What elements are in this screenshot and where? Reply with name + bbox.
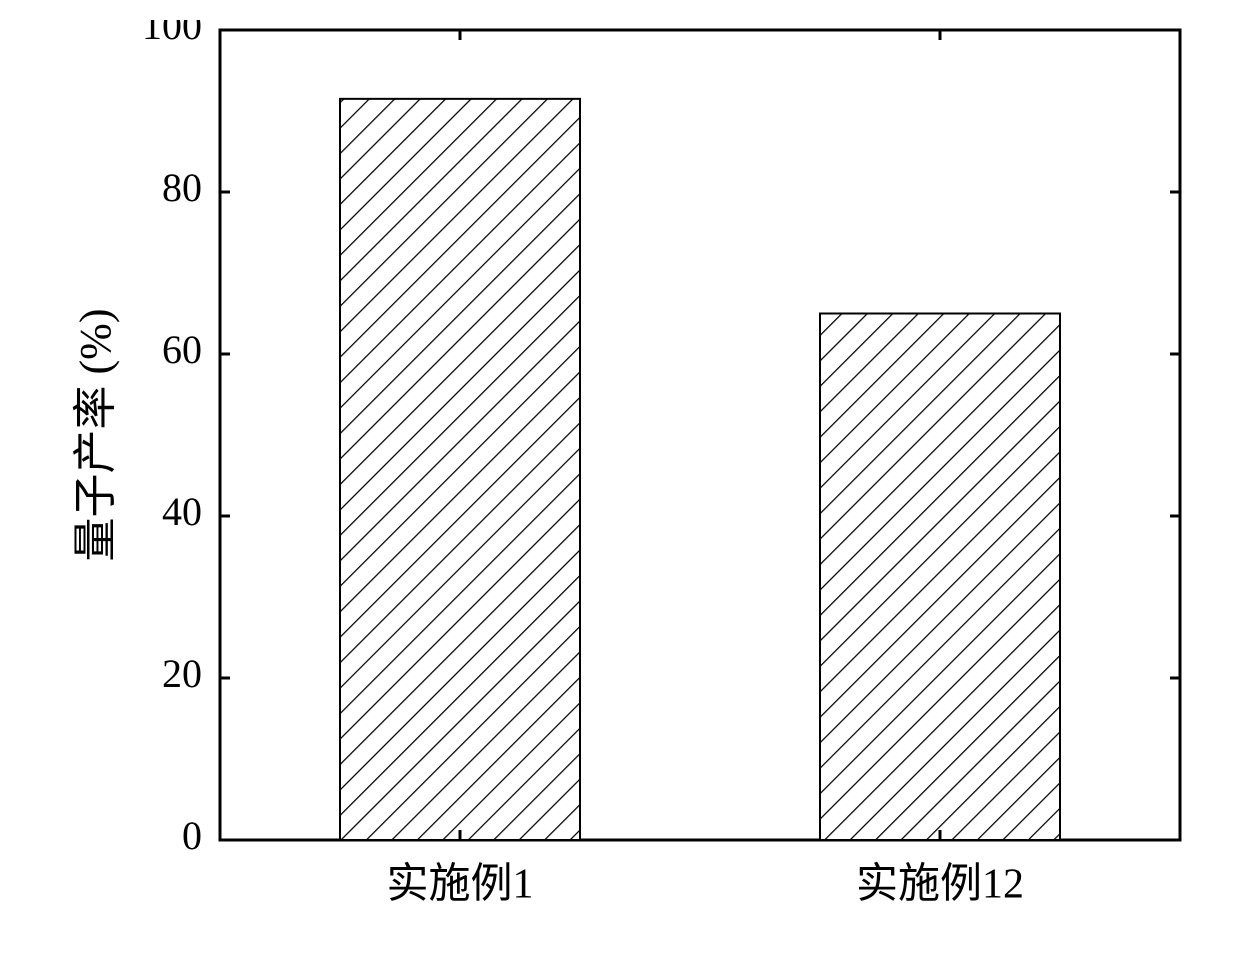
bar: [820, 314, 1060, 841]
x-category-label: 实施例1: [386, 861, 533, 908]
y-tick-label: 60: [162, 327, 202, 372]
y-tick-label: 0: [182, 813, 202, 858]
y-tick-label: 100: [142, 20, 202, 48]
y-tick-label: 40: [162, 489, 202, 534]
chart-container: 0 20 40 60 80 100 实施例1 实施例12 量子产率 (%): [40, 20, 1199, 938]
y-tick-label: 20: [162, 651, 202, 696]
x-category-label: 实施例12: [856, 861, 1024, 908]
bar: [340, 99, 580, 840]
y-axis-title: 量子产率 (%): [71, 309, 120, 562]
bar-chart: 0 20 40 60 80 100 实施例1 实施例12 量子产率 (%): [40, 20, 1199, 938]
y-tick-label: 80: [162, 165, 202, 210]
